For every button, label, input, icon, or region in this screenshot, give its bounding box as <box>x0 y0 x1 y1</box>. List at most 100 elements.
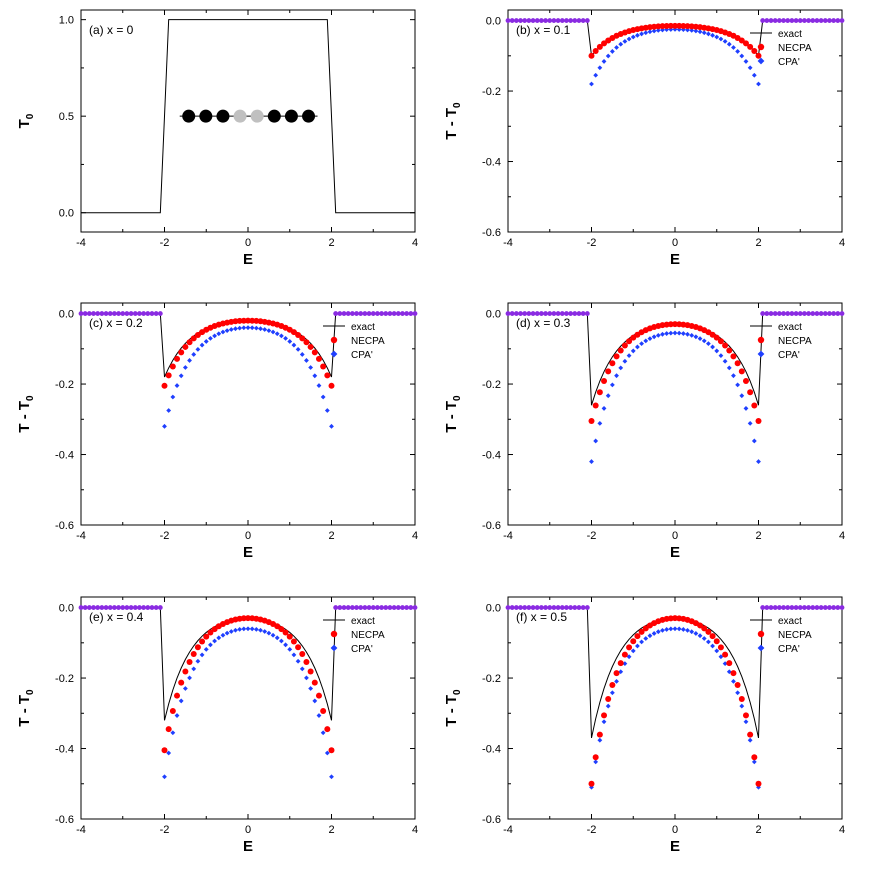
point-flat <box>362 311 368 316</box>
y-axis-title: T0 <box>16 113 36 128</box>
point-cpa <box>166 408 172 413</box>
point-flat <box>526 605 532 610</box>
point-cpa <box>618 365 624 371</box>
chain-atom-host <box>302 109 316 123</box>
point-necpa <box>182 343 189 350</box>
point-flat <box>116 311 121 316</box>
point-necpa <box>605 368 612 375</box>
y-tick-label: -0.4 <box>55 450 74 462</box>
point-necpa <box>303 339 310 346</box>
point-cpa <box>676 330 682 336</box>
y-axis-title-main: T - T <box>443 108 460 140</box>
point-cpa <box>689 332 695 338</box>
point-flat <box>82 311 88 316</box>
point-cpa <box>299 666 305 672</box>
point-flat <box>768 18 774 23</box>
point-cpa <box>249 325 255 331</box>
point-flat <box>580 18 586 23</box>
point-cpa <box>191 666 197 672</box>
point-cpa <box>170 730 176 736</box>
point-flat <box>555 605 561 610</box>
point-flat <box>776 18 782 23</box>
point-flat <box>375 605 380 610</box>
point-flat <box>526 18 532 23</box>
legend-cpa-label: CPA' <box>778 57 800 68</box>
point-flat <box>772 605 778 610</box>
point-flat <box>354 605 359 610</box>
point-flat <box>387 605 393 610</box>
point-cpa <box>701 30 707 36</box>
point-cpa <box>697 29 703 35</box>
point-cpa <box>287 646 293 652</box>
chain-atom-impurity <box>233 109 247 123</box>
point-cpa <box>747 737 753 743</box>
point-flat <box>789 18 795 23</box>
point-flat <box>141 605 147 610</box>
point-cpa <box>614 373 619 379</box>
point-cpa <box>739 393 745 399</box>
point-flat <box>412 605 418 610</box>
panel-label: (d) x = 0.3 <box>516 316 571 330</box>
point-flat <box>349 605 355 610</box>
point-necpa <box>311 679 318 686</box>
plot-frame <box>80 9 416 233</box>
point-cpa <box>660 331 665 337</box>
point-cpa <box>212 333 217 339</box>
point-cpa <box>626 353 632 359</box>
chain-atom-host <box>199 109 213 123</box>
x-tick-label: 2 <box>755 824 761 836</box>
point-flat <box>543 18 548 23</box>
point-cpa <box>735 49 741 54</box>
point-cpa <box>639 31 644 37</box>
point-cpa <box>697 336 703 342</box>
panel-label: (c) x = 0.2 <box>89 316 143 330</box>
point-necpa <box>295 331 302 338</box>
point-flat <box>768 311 774 316</box>
point-cpa <box>304 675 309 681</box>
point-necpa <box>722 651 729 658</box>
point-cpa <box>618 41 624 47</box>
point-flat <box>358 605 364 610</box>
point-cpa <box>320 394 326 400</box>
point-cpa <box>312 698 318 704</box>
point-cpa <box>756 81 761 87</box>
y-axis-title: T - T0 <box>16 395 36 433</box>
point-cpa <box>241 325 247 331</box>
chain-atom-impurity <box>250 109 264 123</box>
x-tick-label: 0 <box>245 237 251 249</box>
legend-necpa-label: NECPA <box>778 630 812 641</box>
point-necpa <box>751 754 758 761</box>
point-cpa <box>266 328 272 334</box>
point-cpa <box>714 648 720 654</box>
point-cpa <box>668 626 674 632</box>
point-cpa <box>262 629 268 634</box>
point-cpa <box>731 678 736 684</box>
point-cpa <box>651 631 657 636</box>
point-flat <box>107 605 113 610</box>
y-tick-label: -0.6 <box>55 814 74 826</box>
point-cpa <box>308 686 314 691</box>
legend-necpa-label: NECPA <box>351 630 385 641</box>
point-flat <box>116 605 121 610</box>
point-necpa <box>588 780 595 787</box>
point-cpa <box>199 342 205 348</box>
point-flat <box>547 18 553 23</box>
legend-exact-label: exact <box>351 322 375 333</box>
point-flat <box>408 605 414 610</box>
point-necpa <box>701 625 708 632</box>
point-flat <box>157 311 163 316</box>
point-necpa <box>730 670 737 677</box>
point-flat <box>785 18 791 23</box>
point-necpa <box>601 40 608 47</box>
y-tick-label: 0.0 <box>486 309 501 321</box>
point-flat <box>128 311 134 316</box>
point-flat <box>822 18 828 23</box>
point-cpa <box>208 336 213 341</box>
point-necpa <box>717 338 724 345</box>
series-line-T0 <box>81 19 415 214</box>
y-axis-title-main: T - T <box>443 401 460 433</box>
x-axis-title: E <box>670 838 680 855</box>
point-necpa <box>601 378 608 385</box>
point-flat <box>772 18 778 23</box>
